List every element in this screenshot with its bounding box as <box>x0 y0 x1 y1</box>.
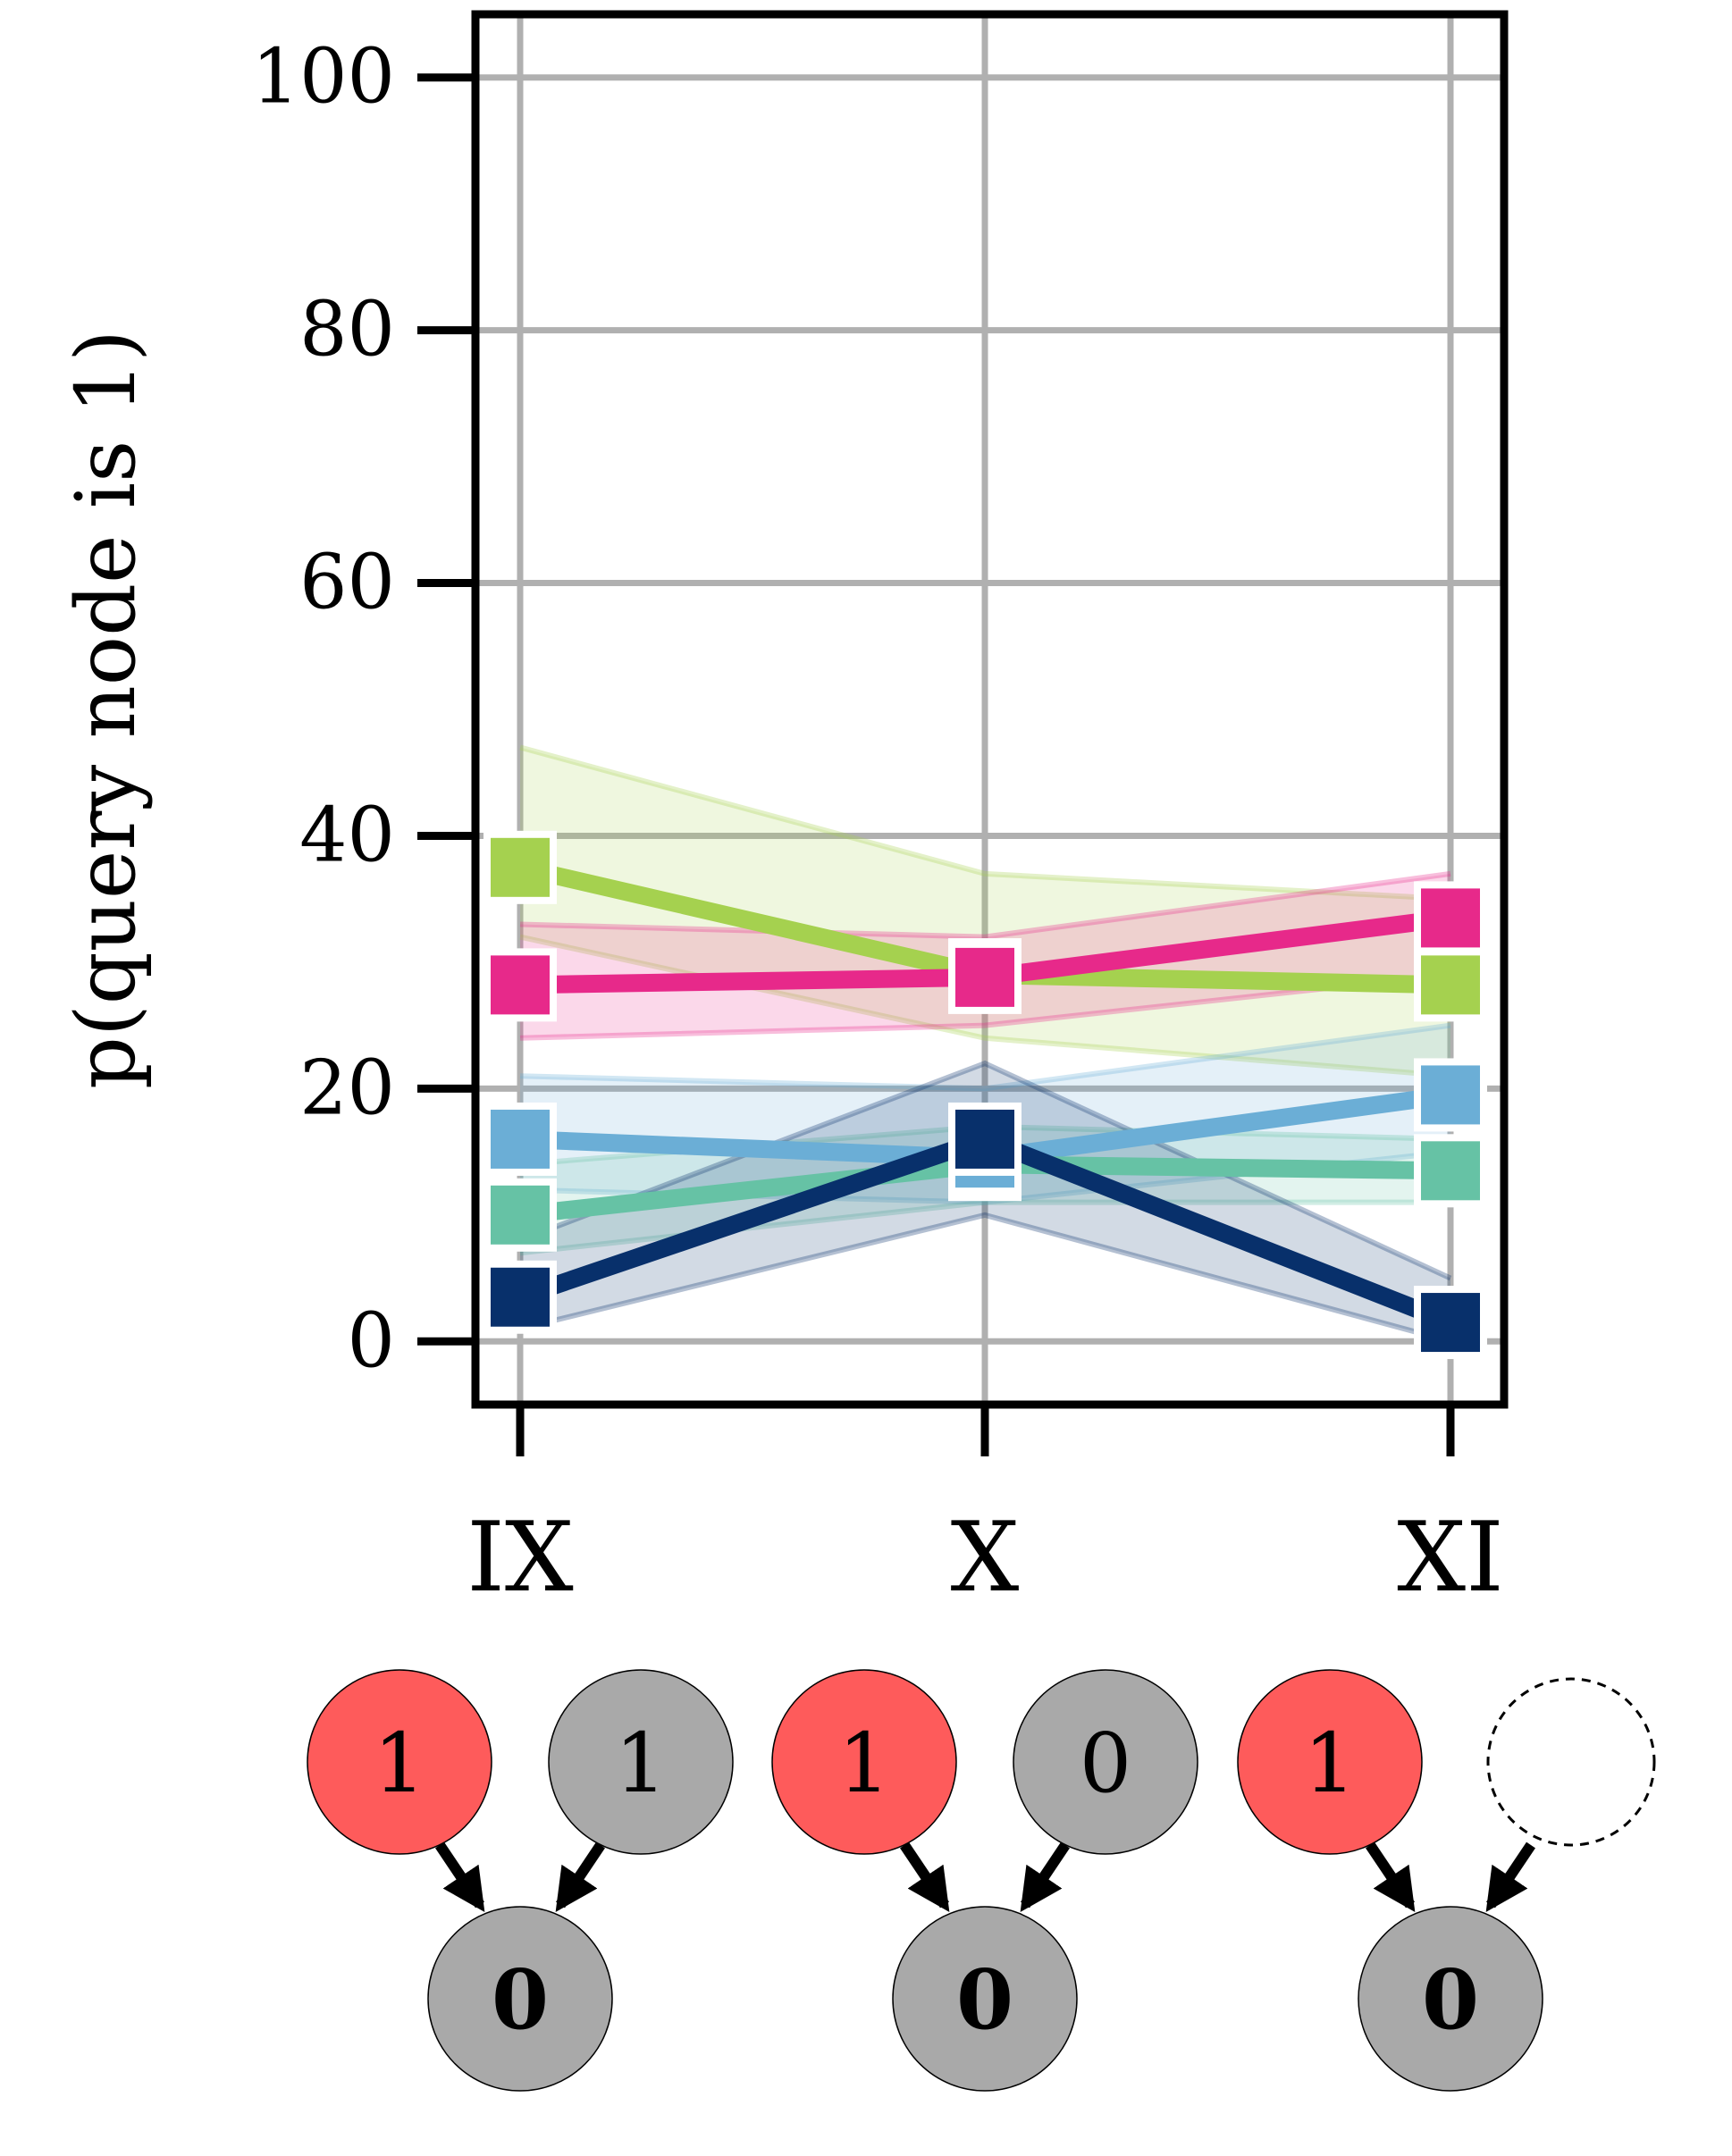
series-2-point-2 <box>1414 1058 1487 1132</box>
series-4-point-1 <box>948 1102 1022 1176</box>
arrow-left <box>900 1841 950 1912</box>
arrow-left <box>435 1841 485 1912</box>
plot-frame <box>471 10 1509 1409</box>
y-axis-label: p(query node is 1) <box>58 330 154 1089</box>
node-top-left-label: 1 <box>1304 1716 1357 1811</box>
arrow-right <box>1485 1841 1535 1912</box>
series-2-point-0 <box>483 1102 557 1176</box>
series-1-point-2 <box>1414 881 1487 955</box>
diagram-IX: 1 1 0 <box>307 1669 734 2092</box>
axes: 0 20 40 60 80 100 IX X XI <box>252 33 1504 1614</box>
node-top-right <box>548 1669 734 1855</box>
series-1-point-0 <box>483 948 557 1022</box>
series-4-band-lower <box>519 1212 1451 1345</box>
confidence-bands <box>518 744 1452 1345</box>
series-1-band-lower <box>519 972 1451 1041</box>
node-top-left-label: 1 <box>374 1716 426 1811</box>
arrow-right <box>1020 1841 1070 1912</box>
node-bottom <box>1358 1906 1543 2092</box>
series-markers <box>483 830 1487 1360</box>
node-bottom <box>427 1906 613 2092</box>
y-tick-label-20: 20 <box>299 1044 395 1131</box>
series-0-point-2 <box>1414 948 1487 1022</box>
node-top-left-label: 1 <box>838 1716 891 1811</box>
series-4-band <box>520 1063 1450 1342</box>
node-top-right-label: 0 <box>1080 1716 1132 1811</box>
arrow-left <box>1366 1841 1416 1912</box>
series-0-point-0 <box>483 830 557 904</box>
series-1-band-upper <box>519 870 1451 940</box>
y-tick-label-80: 80 <box>299 286 395 373</box>
node-bottom-label: 0 <box>956 1951 1013 2048</box>
y-tick-label-40: 40 <box>299 791 395 878</box>
series-0-band-upper <box>519 744 1451 902</box>
node-bottom-label: 0 <box>492 1951 549 2048</box>
node-top-left <box>307 1669 492 1855</box>
series-0-band-lower <box>519 934 1451 1079</box>
diagram-X: 1 0 0 <box>771 1669 1198 2092</box>
series-2-band-upper <box>519 1022 1451 1092</box>
x-tick-label-XI: XI <box>1397 1502 1504 1614</box>
y-tick-label-100: 100 <box>252 33 395 121</box>
series-3-point-2 <box>1414 1134 1487 1208</box>
series-1-point-1 <box>948 940 1022 1014</box>
x-tick-label-X: X <box>951 1502 1020 1614</box>
diagram-XI: 10 <box>1237 1669 1656 2092</box>
series-3-point-0 <box>483 1178 557 1252</box>
series-4-band-upper <box>518 1060 1452 1281</box>
series-4-point-0 <box>483 1260 557 1334</box>
y-tick-label-0: 0 <box>348 1296 395 1384</box>
series-4-point-2 <box>1414 1286 1487 1360</box>
node-top-right-missing <box>1486 1677 1656 1847</box>
node-top-right-label: 1 <box>615 1716 668 1811</box>
node-bottom <box>892 1906 1078 2092</box>
node-top-left <box>771 1669 957 1855</box>
x-tick-label-IX: IX <box>467 1502 574 1614</box>
node-bottom-label: 0 <box>1422 1951 1479 2048</box>
arrow-right <box>555 1841 605 1912</box>
node-top-right <box>1013 1669 1198 1855</box>
node-top-left <box>1237 1669 1423 1855</box>
y-tick-label-60: 60 <box>299 539 395 626</box>
series-0-band <box>520 747 1450 1077</box>
